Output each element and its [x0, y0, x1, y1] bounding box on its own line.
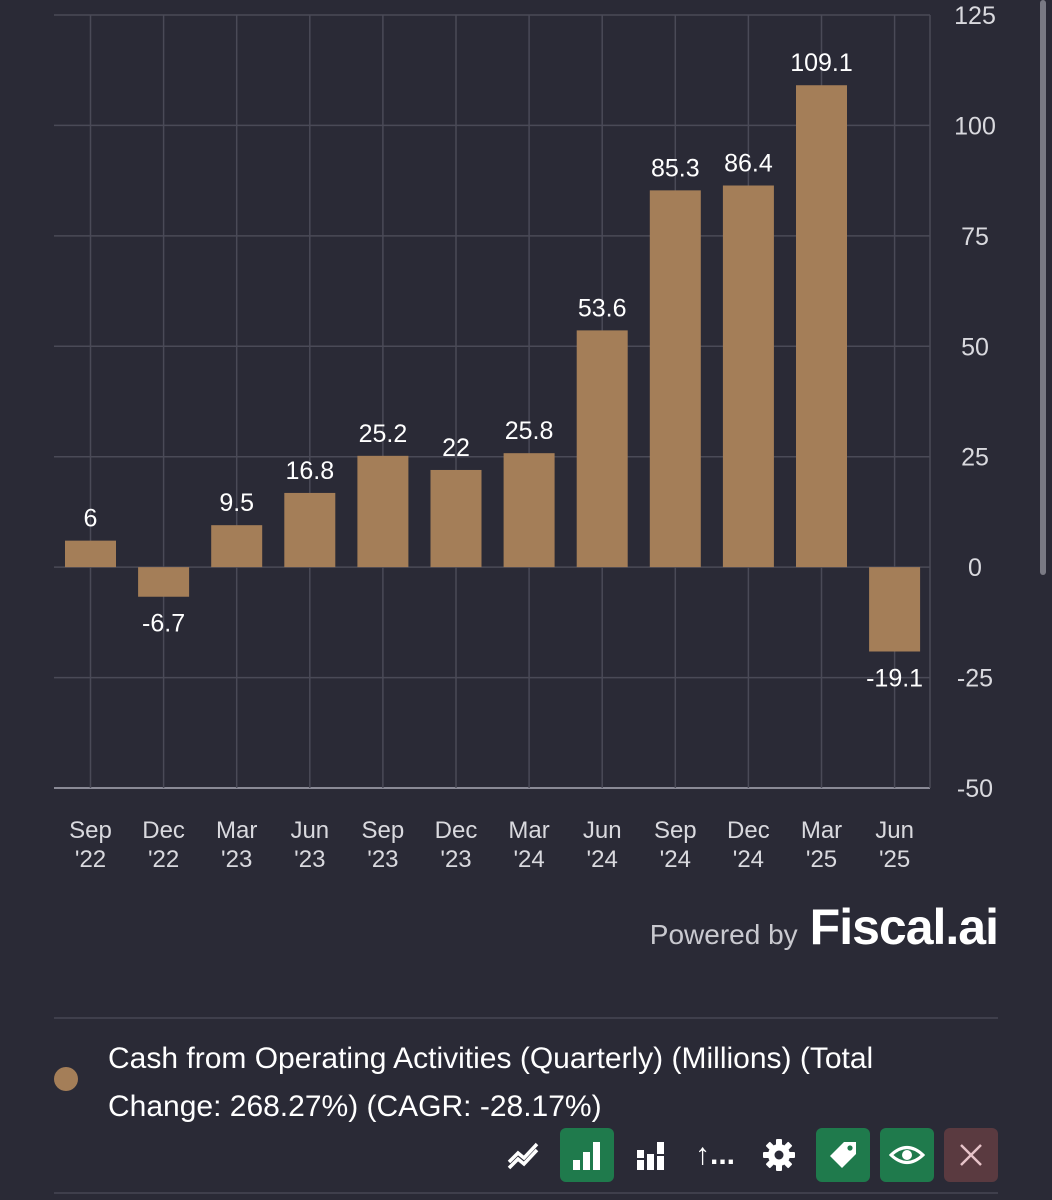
chart-toolbar: ↑...: [496, 1128, 998, 1182]
data-label: -6.7: [142, 610, 185, 638]
x-tick-label-year: '24: [660, 846, 691, 873]
bar: [503, 453, 555, 568]
tag-button[interactable]: [816, 1128, 870, 1182]
x-tick-label-year: '23: [294, 846, 325, 873]
x-tick-label: Sep: [69, 817, 112, 844]
x-tick-label: Dec: [727, 817, 770, 844]
y-tick-label: 100: [954, 112, 996, 140]
y-tick-label: -50: [957, 775, 993, 803]
line-chart-button[interactable]: [496, 1128, 550, 1182]
x-tick-label-year: '23: [440, 846, 471, 873]
divider: [54, 1017, 998, 1019]
bar: [576, 330, 628, 568]
x-tick-label-year: '23: [221, 846, 252, 873]
bar: [357, 455, 409, 568]
x-tick-label-year: '24: [513, 846, 544, 873]
close-button[interactable]: [944, 1128, 998, 1182]
bar: [65, 540, 116, 568]
x-tick-label-year: '25: [806, 846, 837, 873]
y-tick-label: 50: [961, 333, 989, 361]
stacked-bar-button[interactable]: [624, 1128, 678, 1182]
x-tick-label-year: '23: [367, 846, 398, 873]
y-tick-label: -25: [957, 665, 993, 693]
data-label: 53.6: [578, 294, 627, 322]
bar-chart-button[interactable]: [560, 1128, 614, 1182]
bar: [649, 190, 701, 568]
x-tick-label: Sep: [654, 817, 697, 844]
bar: [138, 567, 190, 597]
data-label: 9.5: [219, 489, 254, 517]
x-tick-label: Dec: [435, 817, 478, 844]
data-label: 16.8: [285, 457, 334, 485]
legend-label: Cash from Operating Activities (Quarterl…: [108, 1042, 874, 1123]
powered-by-text: Powered by: [649, 919, 798, 950]
x-tick-label-year: '24: [587, 846, 618, 873]
bar: [211, 525, 263, 568]
bar: [284, 492, 336, 568]
x-tick-label: Sep: [362, 817, 405, 844]
line-chart-icon: [507, 1142, 539, 1170]
data-label: 25.2: [359, 420, 408, 448]
legend: Cash from Operating Activities (Quarterl…: [54, 1035, 998, 1131]
data-label: 85.3: [651, 154, 700, 182]
tag-icon: [830, 1142, 856, 1168]
x-tick-label-year: '22: [75, 846, 106, 873]
data-label: 25.8: [505, 417, 554, 445]
stacked-bar-icon: [637, 1142, 664, 1170]
x-tick-label: Jun: [290, 817, 329, 844]
x-tick-label: Dec: [142, 817, 185, 844]
x-tick-label: Jun: [583, 817, 622, 844]
legend-swatch: [54, 1067, 78, 1091]
sort-button[interactable]: ↑...: [688, 1128, 742, 1182]
x-tick-label: Mar: [216, 817, 257, 844]
y-tick-label: 75: [961, 223, 989, 251]
bar: [796, 85, 847, 568]
fiscal-ai-logo[interactable]: Fiscal.ai: [809, 899, 999, 955]
x-tick-label: Jun: [875, 817, 914, 844]
bar: [430, 469, 482, 568]
y-tick-label: 0: [968, 554, 982, 582]
bar: [869, 567, 921, 652]
y-tick-label: 125: [954, 2, 996, 30]
x-tick-label: Mar: [508, 817, 549, 844]
eye-icon: [889, 1146, 925, 1164]
settings-button[interactable]: [752, 1128, 806, 1182]
divider-bottom: [54, 1192, 998, 1194]
x-tick-label-year: '22: [148, 846, 179, 873]
data-label: 6: [84, 505, 98, 533]
data-label: 109.1: [790, 49, 853, 77]
bar-chart: 1251007550250-25-506Sep'22-6.7Dec'229.5M…: [54, 0, 1046, 873]
powered-by: Powered by Fiscal.ai: [649, 898, 999, 956]
x-tick-label: Mar: [801, 817, 842, 844]
x-tick-label-year: '25: [879, 846, 910, 873]
sort-icon: ↑...: [694, 1138, 735, 1171]
close-icon: [960, 1144, 982, 1166]
bar: [722, 185, 774, 568]
bar-chart-icon: [573, 1142, 600, 1170]
data-label: 22: [442, 434, 470, 462]
y-tick-label: 25: [961, 444, 989, 472]
visibility-button[interactable]: [880, 1128, 934, 1182]
gear-icon: [763, 1139, 795, 1171]
x-tick-label-year: '24: [733, 846, 764, 873]
data-label: -19.1: [866, 665, 923, 693]
scrollbar-thumb[interactable]: [1040, 0, 1046, 575]
chart-area: 125 100 75 50 25 0 -25 -50 6 Sep '22 -6.7 Dec '22 9.5 M…: [54, 0, 1046, 873]
data-label: 86.4: [724, 150, 773, 178]
